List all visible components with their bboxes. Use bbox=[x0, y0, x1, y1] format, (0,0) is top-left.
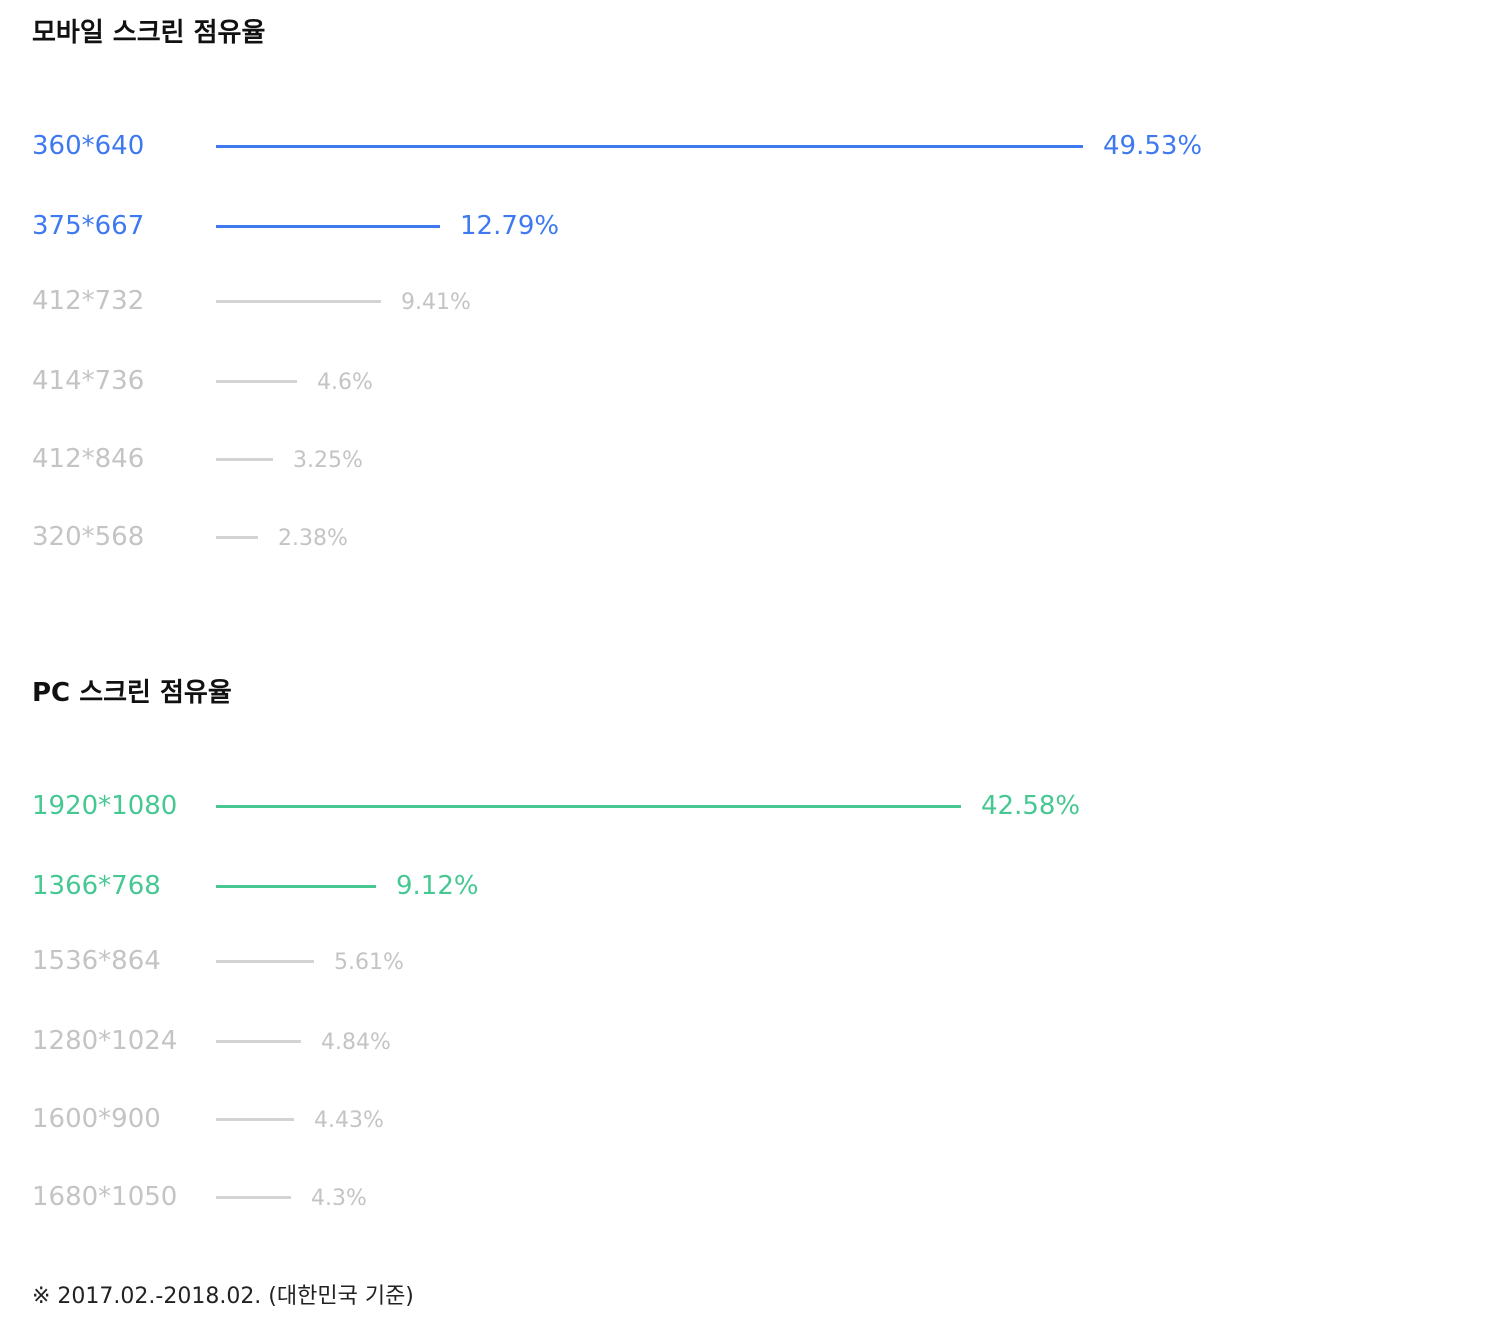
bar bbox=[216, 1196, 291, 1199]
bar-row: 1920*1080 42.58% bbox=[0, 786, 1494, 826]
pc-chart-title: PC 스크린 점유율 bbox=[32, 678, 232, 708]
category-label: 375*667 bbox=[32, 211, 145, 241]
bar bbox=[216, 885, 376, 888]
bar-row: 412*846 3.25% bbox=[0, 439, 1494, 479]
bar bbox=[216, 300, 381, 303]
value-label: 2.38% bbox=[278, 526, 348, 551]
category-label: 1280*1024 bbox=[32, 1026, 178, 1056]
bar-row: 1536*864 5.61% bbox=[0, 941, 1494, 981]
category-label: 1536*864 bbox=[32, 946, 161, 976]
bar bbox=[216, 145, 1083, 148]
bar bbox=[216, 536, 258, 539]
category-label: 360*640 bbox=[32, 131, 145, 161]
category-label: 414*736 bbox=[32, 366, 145, 396]
mobile-chart-title: 모바일 스크린 점유율 bbox=[32, 18, 266, 48]
category-label: 1366*768 bbox=[32, 871, 161, 901]
bar-row: 375*667 12.79% bbox=[0, 206, 1494, 246]
value-label: 4.3% bbox=[311, 1186, 367, 1211]
bar bbox=[216, 960, 314, 963]
bar-row: 320*568 2.38% bbox=[0, 517, 1494, 557]
value-label: 9.41% bbox=[401, 290, 471, 315]
bar bbox=[216, 380, 297, 383]
value-label: 4.6% bbox=[317, 370, 373, 395]
bar-row: 1680*1050 4.3% bbox=[0, 1177, 1494, 1217]
bar-row: 1600*900 4.43% bbox=[0, 1099, 1494, 1139]
value-label: 9.12% bbox=[396, 871, 479, 901]
category-label: 412*732 bbox=[32, 286, 145, 316]
bar-row: 1366*768 9.12% bbox=[0, 866, 1494, 906]
bar-row: 1280*1024 4.84% bbox=[0, 1021, 1494, 1061]
category-label: 1680*1050 bbox=[32, 1182, 178, 1212]
category-label: 320*568 bbox=[32, 522, 145, 552]
value-label: 5.61% bbox=[334, 950, 404, 975]
category-label: 1920*1080 bbox=[32, 791, 178, 821]
bar-row: 412*732 9.41% bbox=[0, 281, 1494, 321]
bar bbox=[216, 225, 440, 228]
bar-row: 414*736 4.6% bbox=[0, 361, 1494, 401]
value-label: 4.84% bbox=[321, 1030, 391, 1055]
value-label: 49.53% bbox=[1103, 131, 1203, 161]
bar bbox=[216, 805, 961, 808]
value-label: 42.58% bbox=[981, 791, 1081, 821]
footnote: ※ 2017.02.-2018.02. (대한민국 기준) bbox=[32, 1284, 414, 1309]
category-label: 1600*900 bbox=[32, 1104, 161, 1134]
bar bbox=[216, 1118, 294, 1121]
bar bbox=[216, 458, 273, 461]
value-label: 3.25% bbox=[293, 448, 363, 473]
value-label: 4.43% bbox=[314, 1108, 384, 1133]
category-label: 412*846 bbox=[32, 444, 145, 474]
bar bbox=[216, 1040, 301, 1043]
value-label: 12.79% bbox=[460, 211, 560, 241]
bar-row: 360*640 49.53% bbox=[0, 126, 1494, 166]
